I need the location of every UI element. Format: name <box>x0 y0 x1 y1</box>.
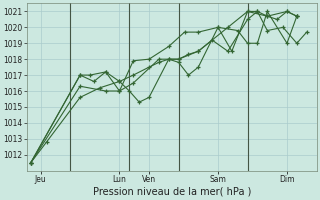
X-axis label: Pression niveau de la mer( hPa ): Pression niveau de la mer( hPa ) <box>92 187 251 197</box>
